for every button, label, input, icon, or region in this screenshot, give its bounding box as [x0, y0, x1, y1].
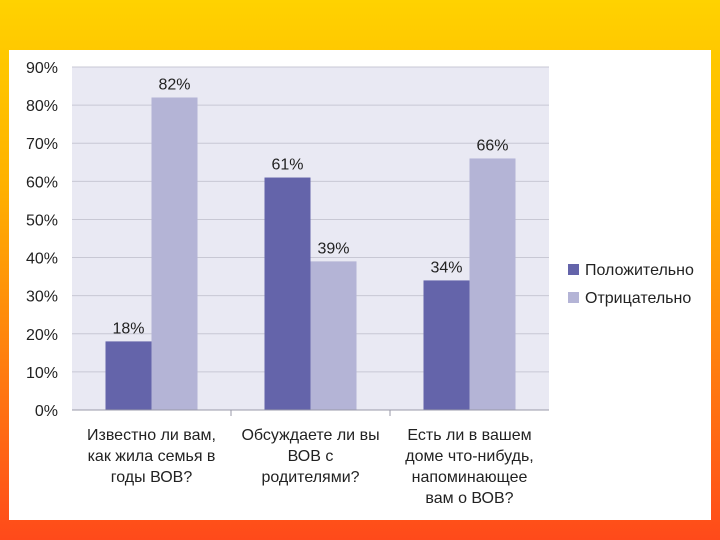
y-tick-label: 40% — [26, 251, 58, 268]
y-tick-label: 60% — [26, 174, 58, 191]
x-category-label: Известно ли вам, как жила семья в годы ВОВ… — [87, 427, 216, 486]
y-tick-label: 70% — [26, 136, 58, 153]
y-tick-label: 50% — [26, 212, 58, 229]
x-category-label: Обсуждаете ли вы ВОВ с родителями? — [241, 427, 379, 486]
bar — [151, 97, 198, 410]
bar — [423, 280, 470, 410]
bar — [264, 177, 311, 410]
data-label: 82% — [158, 76, 190, 93]
y-tick-label: 30% — [26, 289, 58, 306]
legend-swatch — [568, 292, 579, 303]
legend-label: Отрицательно — [585, 290, 691, 307]
legend-swatch — [568, 264, 579, 275]
bar — [310, 261, 357, 410]
data-label: 66% — [476, 137, 508, 154]
y-tick-label: 90% — [26, 60, 58, 77]
y-axis-ticks: 0% 10% 20% 30% 40% 50% 60% 70% 80% 90% — [26, 60, 58, 420]
data-label: 39% — [317, 240, 349, 257]
x-axis: Известно ли вам, как жила семья в годы ВОВ… — [72, 409, 549, 507]
data-labels: 18% 82% 61% 39% 34% 66% — [112, 76, 508, 337]
y-tick-label: 20% — [26, 327, 58, 344]
data-label: 61% — [271, 157, 303, 174]
bar — [469, 158, 516, 410]
data-label: 34% — [430, 259, 462, 276]
data-label: 18% — [112, 320, 144, 337]
legend: Положительно Отрицательно — [568, 262, 694, 307]
x-category-label: Есть ли в вашем доме что-нибудь, напоминаю… — [405, 427, 533, 507]
bars — [105, 97, 516, 410]
y-tick-label: 0% — [35, 403, 58, 420]
y-tick-label: 10% — [26, 365, 58, 382]
y-tick-label: 80% — [26, 98, 58, 115]
bar — [105, 341, 152, 410]
legend-label: Положительно — [585, 262, 694, 279]
